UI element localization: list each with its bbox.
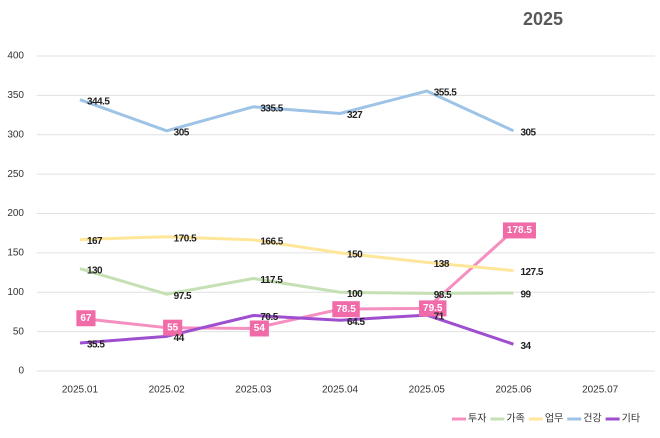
data-label: 305 [520,127,536,138]
data-label: 305 [174,127,190,138]
data-label: 78.5 [336,304,356,315]
data-label: 44 [174,333,185,344]
data-label: 178.5 [507,225,532,236]
data-label: 166.5 [260,237,283,248]
y-tick-label: 350 [7,90,24,101]
x-tick-label: 2025.01 [62,385,99,396]
data-label: 117.5 [260,275,283,286]
data-label-box: 79.5 [419,300,447,317]
data-label: 54 [254,323,266,334]
series-line [79,235,514,273]
y-tick-label: 200 [7,208,24,219]
label-box [419,300,447,317]
data-label: 98.5 [434,290,452,301]
x-tick-label: 2025.03 [235,385,272,396]
series-line [79,89,515,133]
data-label: 344.5 [87,96,110,107]
data-label: 355.5 [434,88,457,99]
data-label: 64.5 [347,317,365,328]
legend-label: 투자 [468,413,486,425]
data-label: 35.5 [87,340,105,351]
y-tick-label: 250 [7,169,24,180]
legend-label: 건강 [583,413,601,425]
x-tick-label: 2025.07 [582,385,619,396]
label-box [332,301,360,318]
data-label: 138 [434,259,450,270]
label-box [249,320,269,337]
series-line [79,267,514,296]
data-label-box: 54 [249,320,269,337]
label-box [502,222,536,239]
data-label: 167 [87,236,103,247]
data-label: 71 [434,312,445,323]
data-label-box: 178.5 [502,222,536,239]
y-tick-label: 0 [18,366,24,377]
y-tick-label: 50 [13,326,25,337]
y-tick-label: 100 [7,287,24,298]
y-tick-label: 300 [7,129,24,140]
x-tick-label: 2025.02 [149,385,186,396]
data-label: 130 [87,265,103,276]
series-line [79,313,514,346]
legend-label: 업무 [545,412,563,425]
label-box [76,310,96,327]
legend-label: 가족 [506,413,524,425]
data-label: 70.5 [260,312,278,323]
data-label: 34 [520,341,531,352]
data-label: 97.5 [174,291,192,302]
data-label: 79.5 [423,303,443,314]
chart-title: 2025 [523,9,563,29]
data-label: 170.5 [174,233,197,244]
data-label: 150 [347,250,363,261]
data-label-box: 55 [163,319,183,336]
data-label: 67 [80,313,92,324]
y-tick-label: 150 [7,248,24,259]
data-label: 55 [167,322,179,333]
y-tick-label: 400 [7,51,24,62]
legend-label: 기타 [622,413,640,425]
data-label-box: 67 [76,310,96,327]
data-label: 127.5 [520,267,543,278]
data-label: 327 [347,110,363,121]
label-box [163,319,183,336]
data-label: 335.5 [260,103,283,114]
x-tick-label: 2025.05 [409,385,446,396]
data-label: 99 [520,290,531,301]
data-label: 100 [347,289,363,300]
x-tick-label: 2025.06 [495,385,532,396]
x-tick-label: 2025.04 [322,385,359,396]
data-label-box: 78.5 [332,301,360,318]
